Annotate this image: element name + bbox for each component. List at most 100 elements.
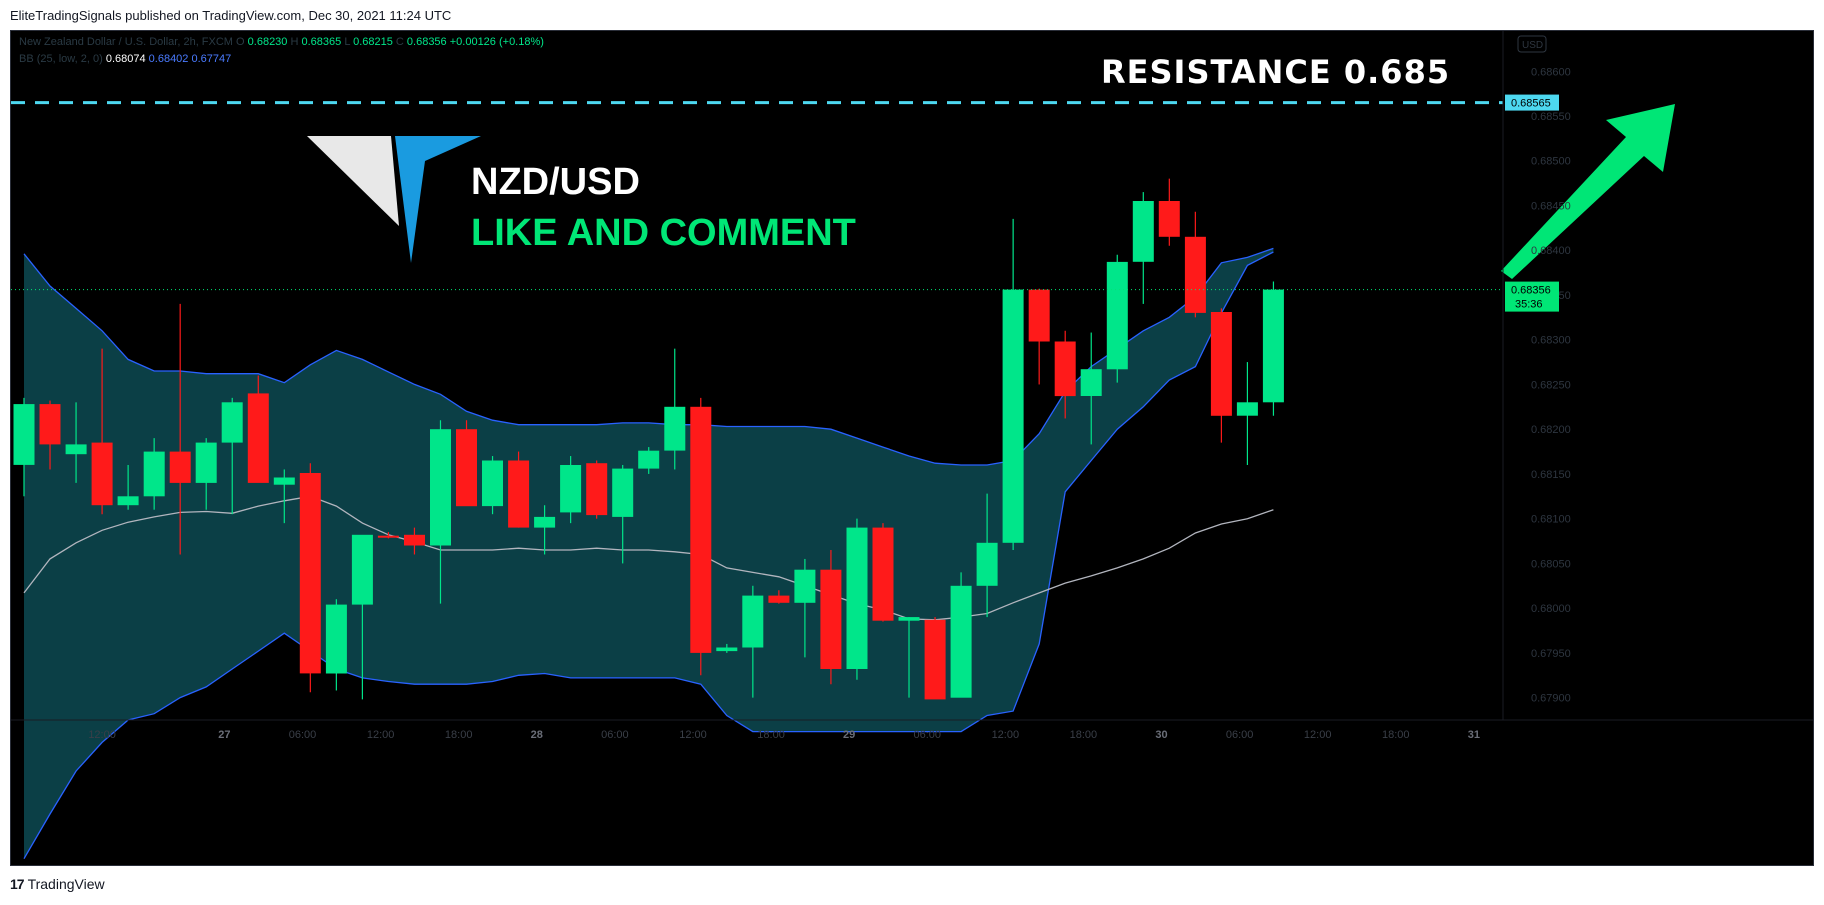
y-tick-label: 0.68550 [1531,111,1571,123]
y-tick-label: 0.68050 [1531,558,1571,570]
candle-body [872,527,894,621]
y-tick-label: 0.67950 [1531,648,1571,660]
candle-body [169,451,191,483]
chart-panel[interactable]: RESISTANCE 0.685 NZD/USD LIKE AND COMMENT N… [10,30,1814,866]
x-tick-label: 12:00 [679,729,707,741]
legend-indicator-lower: 0.67747 [191,53,231,65]
candle-body [586,463,608,516]
candle-body [143,451,165,497]
candlestick-chart[interactable]: RESISTANCE 0.685 NZD/USD LIKE AND COMMENT N… [11,31,1813,865]
candle-body [65,444,87,455]
x-tick-label: 12:00 [1304,729,1332,741]
legend-ohlc-key: H [290,36,301,48]
candle-body [430,429,451,546]
legend-ohlc: New Zealand Dollar / U.S. Dollar, 2h, FX… [19,36,544,48]
candle-body [716,647,738,652]
candle-body [1106,261,1128,370]
brand-logo-icon [307,136,481,263]
y-tick-label: 0.68300 [1531,335,1571,347]
x-tick-label: 28 [531,729,543,741]
candle-body [1184,236,1206,313]
candle-body [638,450,660,469]
x-tick-label: 12:00 [88,729,116,741]
candle-body [950,585,972,698]
legend-ohlc-key: O [236,36,248,48]
candle-body [742,595,764,648]
candle-body [1028,289,1050,342]
y-tick-label: 0.68200 [1531,424,1571,436]
candle-body [351,534,373,605]
candle-body [924,619,946,700]
candle-body [1262,289,1284,403]
candle-body [273,477,295,485]
legend-indicator-basis: 0.68074 [106,53,149,65]
y-tick-label: 0.68000 [1531,603,1571,615]
x-tick-label: 06:00 [601,729,629,741]
last-price-label: 0.68356 [1511,285,1551,297]
x-tick-label: 06:00 [1226,729,1254,741]
resistance-price-tag [1505,94,1559,111]
currency-button-label: USD [1522,40,1543,51]
x-tick-label: 18:00 [445,729,473,741]
legend-change: +0.00126 (+0.18%) [450,36,544,48]
x-tick-label: 18:00 [1382,729,1410,741]
footer-brand-label: TradingView [27,876,105,892]
candle-body [976,542,998,586]
candle-body [1210,312,1232,416]
candle-body [508,460,530,528]
x-tick-label: 18:00 [1070,729,1098,741]
y-tick-label: 0.68600 [1531,66,1571,78]
published-line: EliteTradingSignals published on Trading… [10,8,452,23]
y-tick-label: 0.68400 [1531,245,1571,257]
candle-body [91,442,113,506]
candle-body [664,406,686,451]
candle-body [612,468,634,517]
candle-body [1132,201,1154,262]
y-tick-label: 0.68450 [1531,200,1571,212]
resistance-label: RESISTANCE 0.685 [1101,53,1450,91]
x-tick-label: 29 [843,729,855,741]
last-price-tag [1505,281,1559,312]
x-tick-label: 31 [1468,729,1480,741]
legend-ohlc-key: L [344,36,353,48]
y-tick-label: 0.68500 [1531,156,1571,168]
legend-ohlc-value: 0.68365 [301,36,344,48]
legend-indicator: BB (25, low, 2, 0) 0.68074 0.68402 0.677… [19,53,231,65]
candle-body [1080,369,1102,396]
x-tick-label: 18:00 [757,729,785,741]
x-tick-label: 12:00 [367,729,395,741]
candle-body [117,496,139,506]
candle-body [195,442,217,483]
candle-body [1054,341,1076,397]
candle-body [534,516,556,528]
legend-ohlc-key: C [396,36,407,48]
bollinger-band-fill [24,248,1274,859]
footer-brand[interactable]: 17 TradingView [10,876,105,892]
resistance-price-label: 0.68565 [1511,98,1551,110]
annotation-title: NZD/USD [471,161,640,203]
candle-body [221,402,243,443]
candle-body [768,595,790,603]
y-tick-label: 0.68100 [1531,514,1571,526]
candle-body [560,465,582,513]
bar-countdown-label: 35:36 [1515,299,1543,311]
x-tick-label: 06:00 [289,729,317,741]
currency-button[interactable] [1517,35,1547,53]
x-tick-label: 27 [218,729,230,741]
candle-body [690,406,712,653]
x-tick-label: 30 [1155,729,1167,741]
bollinger-lower-line [23,251,1274,860]
candle-body [898,617,920,621]
candle-body [846,527,868,669]
candle-body [456,429,477,507]
candle-body [794,569,816,603]
candle-body [13,404,35,465]
y-tick-label: 0.68250 [1531,379,1571,391]
x-tick-label: 12:00 [992,729,1020,741]
legend-ohlc-value: 0.68356 [407,36,450,48]
y-tick-label: 0.68150 [1531,469,1571,481]
candle-body [482,460,503,507]
legend-indicator-upper: 0.68402 [149,53,192,65]
legend-symbol: New Zealand Dollar / U.S. Dollar, 2h, FX… [19,36,236,48]
legend-indicator-name: BB (25, low, 2, 0) [19,53,106,65]
